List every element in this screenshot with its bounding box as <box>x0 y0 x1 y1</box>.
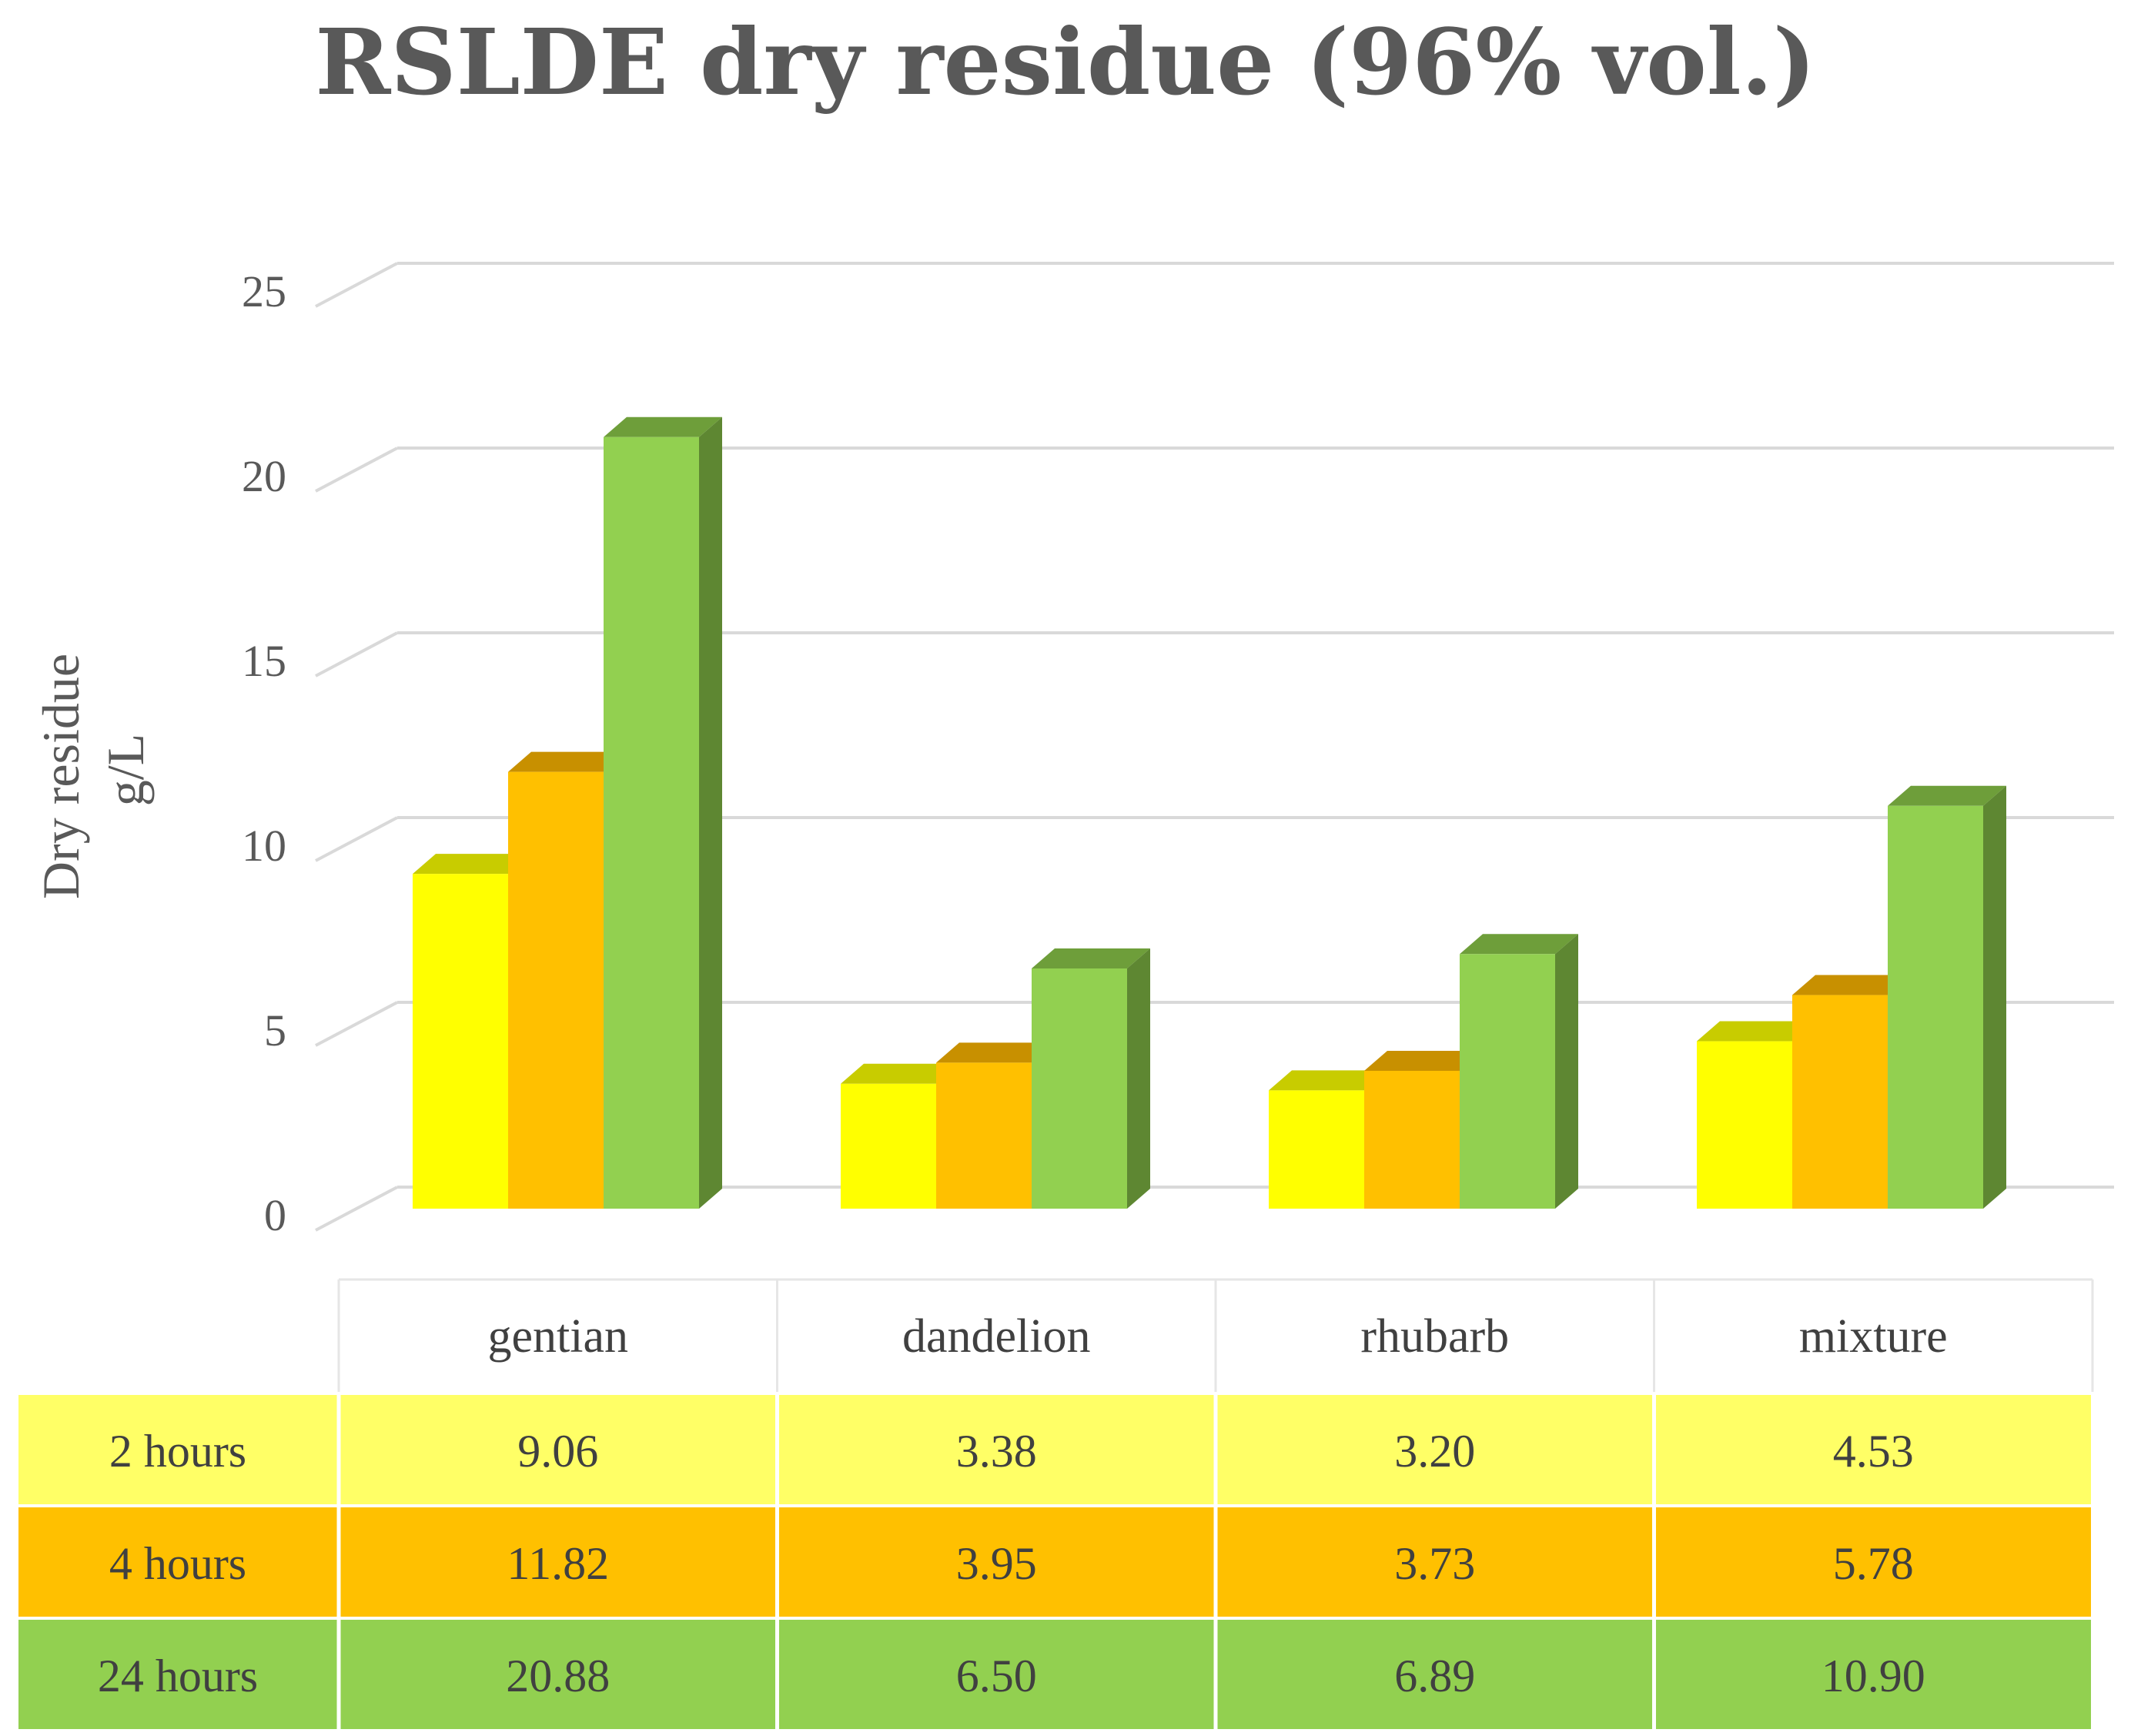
bar <box>1364 1050 1483 1209</box>
data-label: 20.88 <box>506 1651 610 1701</box>
bar-top <box>1792 975 1911 995</box>
y-tick-label: 5 <box>264 1005 286 1055</box>
data-label: 3.38 <box>956 1426 1037 1477</box>
category-label: dandelion <box>902 1310 1091 1363</box>
gridline-depth <box>315 1001 398 1047</box>
y-axis-label-line1: Dry residue <box>32 654 90 899</box>
category-label: mixture <box>1799 1310 1948 1363</box>
data-label: 3.95 <box>956 1538 1037 1589</box>
bar-top <box>413 854 531 875</box>
bar <box>841 1063 959 1209</box>
bar-front <box>1888 805 1983 1209</box>
bar <box>1032 948 1150 1209</box>
bar-top <box>508 751 627 772</box>
bar-side <box>1127 948 1150 1209</box>
bars <box>413 416 2006 1209</box>
bar-front <box>604 437 699 1209</box>
data-label: 6.89 <box>1394 1651 1475 1701</box>
data-label: 11.82 <box>507 1538 609 1589</box>
data-label: 6.50 <box>956 1651 1037 1701</box>
bar-front <box>841 1083 936 1209</box>
bar <box>604 416 722 1209</box>
bar-top <box>841 1063 959 1084</box>
series-label: 2 hours <box>109 1426 246 1477</box>
bar-front <box>1269 1090 1364 1209</box>
gridline-depth <box>315 631 398 677</box>
gridline-depth <box>315 447 398 493</box>
data-label: 10.90 <box>1822 1651 1925 1701</box>
row-background <box>15 1617 2094 1732</box>
data-label: 9.06 <box>517 1426 598 1477</box>
data-label: 5.78 <box>1833 1538 1914 1589</box>
bar-side <box>1555 934 1578 1209</box>
bar <box>508 751 627 1209</box>
bar-top <box>1269 1070 1387 1091</box>
table-row: 4 hours 11.82 3.95 3.73 5.78 <box>15 1504 2094 1620</box>
bar <box>936 1042 1055 1209</box>
bar-front <box>1792 995 1888 1209</box>
bar <box>413 854 531 1209</box>
data-label: 4.53 <box>1833 1426 1914 1477</box>
bar-side <box>699 416 722 1209</box>
row-background <box>15 1392 2094 1507</box>
bar <box>1697 1021 1815 1209</box>
bar <box>1269 1070 1387 1209</box>
series-label: 24 hours <box>98 1651 258 1701</box>
y-tick-label: 20 <box>242 451 286 501</box>
row-background <box>15 1504 2094 1620</box>
bar-top <box>604 416 722 437</box>
y-tick-label: 0 <box>264 1190 286 1240</box>
data-label: 3.20 <box>1394 1426 1475 1477</box>
data-table: gentian dandelion rhubarb mixture 2 hours 9.0… <box>15 1278 2094 1732</box>
y-axis-label: Dry residue g/L <box>32 641 155 899</box>
bar-top <box>1460 934 1578 955</box>
bar-front <box>936 1062 1032 1209</box>
bar-front <box>1364 1070 1460 1209</box>
bar-top <box>1032 948 1150 968</box>
bar-top <box>1364 1050 1483 1071</box>
bar <box>1460 934 1578 1209</box>
bar-front <box>1460 954 1555 1209</box>
bar <box>1792 975 1911 1209</box>
y-tick-label: 15 <box>242 636 286 686</box>
y-tick-label: 25 <box>242 266 286 316</box>
category-label: gentian <box>488 1310 629 1363</box>
category-label: rhubarb <box>1360 1310 1509 1363</box>
y-tick-label: 10 <box>242 821 286 871</box>
bar-top <box>1697 1021 1815 1042</box>
chart-title: RSLDE dry residue (96% vol.) <box>315 8 1815 115</box>
series-label: 4 hours <box>109 1538 246 1589</box>
bar-top <box>1888 785 2006 806</box>
bar-top <box>936 1042 1055 1063</box>
data-label: 3.73 <box>1394 1538 1475 1589</box>
bar-side <box>1983 785 2006 1209</box>
gridline-depth <box>315 262 398 308</box>
bar-front <box>1032 968 1127 1209</box>
y-axis-label-line2: g/L <box>96 734 155 806</box>
table-row: 2 hours 9.06 3.38 3.20 4.53 <box>15 1392 2094 1507</box>
gridline-depth <box>315 1186 398 1232</box>
bar-front <box>508 771 604 1209</box>
bar <box>1888 785 2006 1209</box>
bar-front <box>413 874 508 1209</box>
y-axis-ticks: 0 5 10 15 20 25 <box>242 266 286 1240</box>
bar-front <box>1697 1041 1792 1209</box>
table-row: 24 hours 20.88 6.50 6.89 10.90 <box>15 1617 2094 1732</box>
gridline-depth <box>315 816 398 862</box>
